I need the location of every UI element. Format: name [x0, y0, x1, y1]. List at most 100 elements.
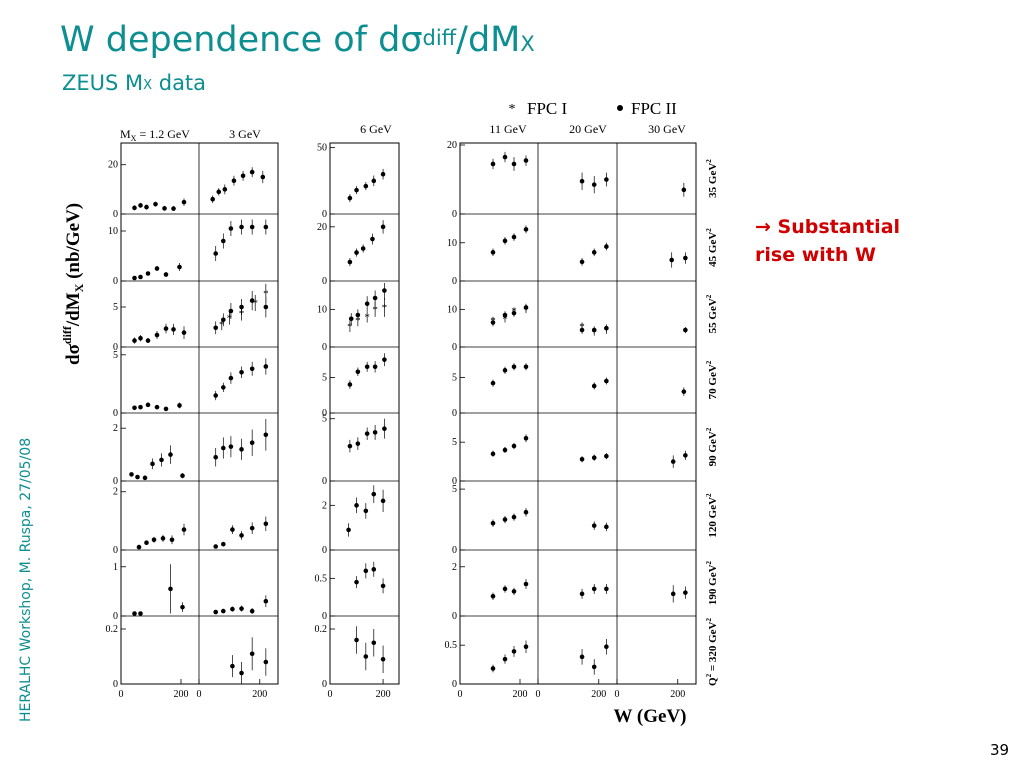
- data-point: [360, 246, 366, 251]
- y-tick-label: 10: [447, 238, 457, 249]
- y-tick-label: 0: [113, 209, 118, 220]
- y-tick-label: 0: [113, 476, 118, 487]
- data-point: [145, 402, 151, 408]
- data-point: [230, 527, 235, 532]
- y-tick-label: 0: [322, 679, 327, 690]
- q2-label: Q2 = 320 GeV2: [705, 618, 719, 686]
- data-point-star: *: [604, 325, 610, 337]
- data-point: [263, 432, 269, 438]
- q2-label: 190 GeV2: [705, 560, 719, 605]
- data-point: [683, 255, 688, 261]
- data-point: [239, 670, 244, 676]
- y-tick-label: 0: [452, 408, 457, 419]
- data-point: [221, 238, 226, 244]
- data-point: [355, 441, 361, 446]
- data-point: [681, 389, 687, 394]
- data-point: [380, 583, 386, 589]
- q2-prefix: Q: [707, 677, 719, 686]
- data-point: [221, 608, 226, 614]
- data-point: [604, 644, 609, 650]
- data-point: [168, 586, 173, 592]
- y-tick-label: 5: [452, 484, 457, 495]
- q2-label: 70 GeV2: [705, 360, 719, 399]
- data-point: [142, 475, 148, 481]
- mx-label-sub: X: [131, 134, 137, 143]
- y-tick-label: 0: [452, 209, 457, 220]
- data-point: [263, 304, 269, 310]
- y-tick-label: 0: [452, 342, 457, 353]
- y-tick-label: 0: [452, 611, 457, 622]
- y-tick-label: 10: [447, 304, 457, 315]
- data-point: [670, 591, 676, 597]
- data-point: [502, 586, 508, 592]
- data-point: [683, 327, 688, 333]
- data-point: [213, 544, 219, 549]
- q2-value: 320 GeV: [707, 621, 719, 662]
- data-point: [181, 527, 187, 532]
- data-point: [523, 364, 529, 370]
- data-point: [364, 301, 370, 307]
- data-point: [591, 586, 597, 592]
- data-point: [132, 205, 137, 211]
- y-tick-label: 0: [322, 276, 327, 287]
- q2-label: 45 GeV2: [705, 228, 719, 267]
- data-point: [163, 272, 169, 277]
- data-point: [355, 369, 361, 375]
- data-point: [502, 154, 508, 160]
- data-point: [363, 508, 369, 514]
- data-point: [502, 368, 508, 373]
- data-point: [681, 187, 687, 193]
- y-tick-label: 5: [322, 414, 327, 425]
- data-point-star: *: [511, 306, 517, 318]
- data-point: [154, 332, 160, 338]
- data-point: [370, 236, 375, 242]
- data-point: [347, 443, 353, 449]
- data-point: [249, 525, 255, 531]
- q2-label: 90 GeV2: [705, 427, 719, 466]
- y-tick-label: 20: [447, 140, 457, 151]
- column-header-label: 20 GeV: [569, 122, 607, 136]
- data-point-star: *: [227, 313, 233, 325]
- y-tick-label: 0: [452, 276, 457, 287]
- panel-group-frame: [329, 142, 400, 685]
- data-point: [490, 451, 496, 457]
- data-point: [239, 606, 244, 611]
- q2-sup: 2: [705, 360, 713, 364]
- data-point: [382, 288, 387, 293]
- data-point-star: *: [523, 304, 529, 316]
- data-point: [591, 664, 597, 670]
- data-point: [670, 459, 676, 464]
- x-tick-label: 200: [376, 689, 391, 700]
- data-point: [372, 364, 378, 370]
- data-point: [249, 651, 255, 657]
- y-tick-label: 0: [113, 408, 118, 419]
- y-tick-label: 0.5: [315, 573, 328, 584]
- y-tick-label: 0.2: [106, 624, 119, 635]
- y-axis-label-end: (nb/GeV): [63, 203, 84, 284]
- data-point-star: *: [347, 321, 353, 333]
- x-tick-label: 0: [328, 689, 333, 700]
- data-point: [591, 250, 597, 255]
- data-point: [263, 224, 269, 230]
- x-tick-label: 0: [458, 689, 463, 700]
- x-axis-label: W (GeV): [614, 706, 687, 727]
- q2-sup: 2: [705, 493, 713, 497]
- column-header-label: 3 GeV: [229, 127, 261, 141]
- q2-value: 120 GeV: [707, 497, 719, 538]
- arrow-right-icon: →: [755, 216, 771, 238]
- data-point-star: *: [355, 315, 361, 327]
- y-tick-label: 10: [108, 226, 118, 237]
- data-point: [604, 586, 609, 592]
- y-tick-label: 2: [322, 500, 327, 511]
- x-tick-label: 0: [119, 689, 124, 700]
- data-point: [364, 431, 370, 436]
- data-point: [249, 608, 255, 614]
- data-point: [523, 644, 529, 650]
- legend-circle-icon: [617, 105, 623, 111]
- slide-subtitle: ZEUS MX data: [62, 70, 206, 96]
- legend-star-icon: *: [509, 102, 516, 117]
- y-tick-label: 0.2: [315, 624, 328, 635]
- legend-entry-fpc2: FPC II: [631, 99, 677, 118]
- data-point: [160, 536, 166, 541]
